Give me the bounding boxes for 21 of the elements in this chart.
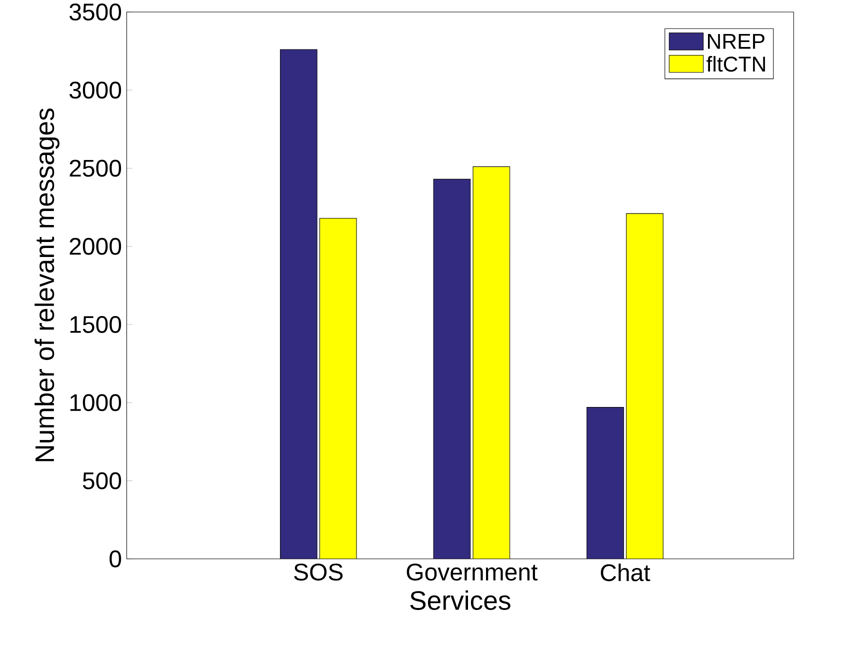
x-axis-title: Services	[410, 590, 510, 610]
bar	[319, 218, 357, 559]
y-tick-label: 500	[82, 472, 122, 490]
y-tick-label: 0	[110, 550, 122, 568]
y-tick-label: 2000	[70, 238, 122, 255]
y-axis-title: Number of relevant messages	[34, 108, 60, 462]
bar	[433, 178, 471, 559]
legend-label: NREP	[708, 34, 764, 49]
x-tick-label: Chat	[600, 564, 650, 582]
legend-label: fltCTN	[706, 56, 765, 72]
bar	[472, 166, 510, 559]
x-tick-label: SOS	[294, 564, 343, 581]
bar	[280, 49, 318, 559]
bar	[626, 213, 664, 559]
y-tick-label: 3000	[70, 82, 122, 99]
y-tick-label: 3500	[70, 4, 122, 21]
y-tick-label: 1500	[70, 316, 122, 334]
y-tick-label: 2500	[70, 160, 122, 177]
x-tick-label: Government	[406, 564, 538, 581]
y-tick-label: 1000	[70, 394, 122, 412]
bar	[586, 407, 624, 559]
